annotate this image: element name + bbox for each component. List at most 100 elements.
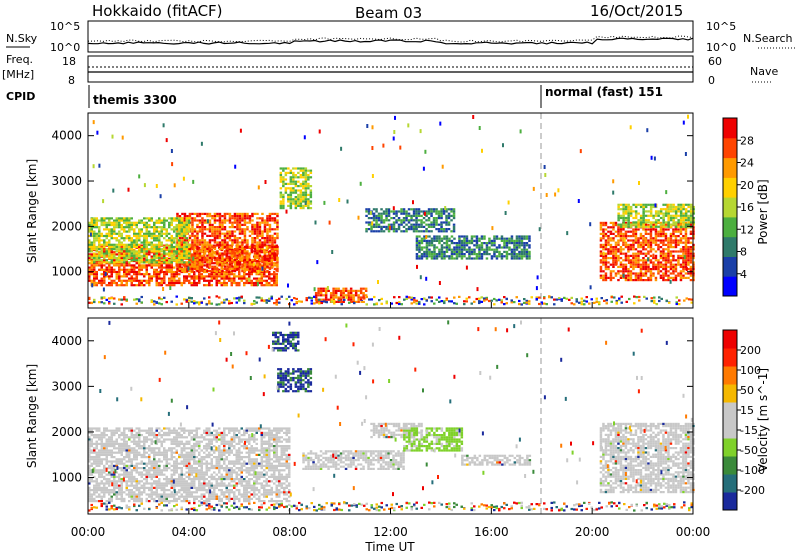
data-cell <box>251 263 254 266</box>
data-cell <box>282 167 285 170</box>
data-cell <box>95 270 98 274</box>
data-cell <box>659 250 663 253</box>
data-cell <box>599 224 603 227</box>
data-cell <box>258 234 262 237</box>
data-cell <box>684 257 688 260</box>
data-cell <box>604 261 608 264</box>
data-cell <box>236 217 239 220</box>
data-cell <box>113 297 116 300</box>
data-cell <box>170 237 173 240</box>
data-cell <box>163 250 166 253</box>
data-cell <box>140 254 143 257</box>
data-cell <box>318 298 321 301</box>
data-cell <box>240 277 243 280</box>
data-cell <box>500 237 504 240</box>
data-cell <box>463 246 466 249</box>
data-cell <box>515 253 519 256</box>
data-cell <box>173 270 176 274</box>
data-cell <box>100 301 103 304</box>
data-cell <box>627 250 630 253</box>
data-cell <box>258 281 261 285</box>
data-cell <box>93 254 96 257</box>
data-cell <box>95 237 98 240</box>
data-cell <box>203 248 207 251</box>
data-cell <box>103 273 106 276</box>
data-cell <box>103 281 106 285</box>
data-cell <box>95 277 98 280</box>
data-cell <box>340 146 343 151</box>
data-cell <box>624 223 628 226</box>
data-cell <box>238 273 241 276</box>
data-cell <box>108 228 111 231</box>
data-cell <box>614 252 618 255</box>
data-cell <box>271 252 274 255</box>
data-cell <box>226 248 229 251</box>
data-cell <box>430 250 434 253</box>
data-cell <box>123 268 126 271</box>
data-cell <box>256 241 259 244</box>
data-cell <box>168 232 171 235</box>
data-cell <box>617 214 620 217</box>
data-cell <box>238 217 242 220</box>
data-cell <box>231 230 234 233</box>
data-cell <box>607 248 610 251</box>
data-cell <box>450 255 454 258</box>
data-cell <box>168 284 171 287</box>
data-cell <box>463 300 466 303</box>
data-cell <box>662 228 665 231</box>
data-cell <box>211 254 214 257</box>
data-cell <box>148 284 151 287</box>
data-cell <box>465 250 469 253</box>
data-cell <box>196 215 199 218</box>
data-cell <box>253 259 257 262</box>
data-cell <box>93 252 96 255</box>
data-cell <box>602 230 605 233</box>
data-cell <box>125 254 128 257</box>
data-cell <box>268 244 271 247</box>
data-cell <box>113 248 116 251</box>
data-cell <box>110 273 113 276</box>
data-cell <box>614 230 618 233</box>
data-cell <box>279 202 283 205</box>
data-cell <box>372 225 376 228</box>
data-cell <box>423 237 426 240</box>
data-cell <box>667 261 670 264</box>
data-cell <box>443 300 446 303</box>
data-cell <box>632 254 635 257</box>
data-cell <box>276 237 279 240</box>
data-cell <box>88 445 91 448</box>
data-cell <box>213 255 216 258</box>
data-cell <box>218 237 222 240</box>
data-cell <box>191 226 194 229</box>
data-cell <box>354 289 358 292</box>
data-cell <box>363 297 366 300</box>
data-cell <box>639 250 643 253</box>
data-cell <box>667 246 670 249</box>
data-cell <box>513 246 516 249</box>
data-cell <box>145 241 148 244</box>
data-cell <box>266 237 269 240</box>
data-cell <box>113 251 116 254</box>
data-cell <box>619 257 623 260</box>
data-cell <box>463 239 466 242</box>
data-cell <box>543 302 546 305</box>
data-cell <box>612 179 615 184</box>
data-cell <box>257 269 260 274</box>
data-cell <box>276 259 279 262</box>
data-cell <box>304 193 308 196</box>
data-cell <box>173 228 176 231</box>
data-cell <box>658 296 661 299</box>
data-cell <box>108 268 111 271</box>
data-cell <box>130 254 133 257</box>
data-cell <box>677 235 680 238</box>
data-cell <box>102 199 105 204</box>
data-cell <box>238 237 242 240</box>
data-cell <box>677 208 680 211</box>
data-cell <box>365 228 368 231</box>
data-cell <box>659 212 663 215</box>
data-cell <box>599 274 603 277</box>
data-cell <box>679 276 683 279</box>
data-cell <box>609 221 613 224</box>
data-cell <box>110 217 113 220</box>
data-cell <box>326 286 329 290</box>
